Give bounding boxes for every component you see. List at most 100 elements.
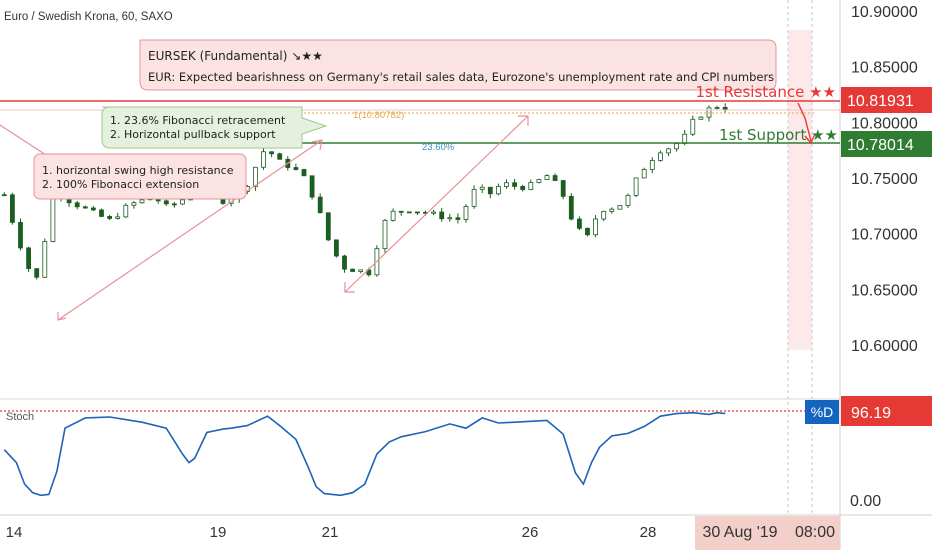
candle-body (9, 194, 15, 223)
forecast-arrowhead (804, 133, 816, 145)
swing-box-line1: 1. horizontal swing high resistance (42, 164, 234, 177)
price-axis-tick-6: 10.60000 (851, 338, 918, 355)
d-badge (805, 400, 839, 424)
candle-body (293, 167, 299, 170)
candle-body (585, 227, 590, 236)
fib-box-line1: 1. 23.6% Fibonacci retracement (110, 114, 286, 127)
stoch-axis-tick-0: 0.00 (850, 493, 881, 510)
arrowhead-right-top (518, 115, 529, 126)
candle-body (593, 218, 598, 236)
candle-body (50, 196, 56, 242)
swing-box-pointer (0, 124, 47, 156)
candle-body (123, 204, 129, 218)
candle-body (99, 209, 104, 217)
candle-body (277, 153, 283, 160)
arrowhead-right-bottom (344, 282, 355, 293)
candle-body (455, 217, 461, 220)
candle-body (536, 179, 542, 183)
candle-body (309, 175, 315, 198)
stoch-value: 96.19 (851, 405, 891, 422)
candle-body (431, 211, 437, 214)
fib-extension-label: 1(10.80782) (353, 110, 404, 121)
candle-body (447, 217, 453, 220)
candle-body (269, 151, 275, 155)
support-price-value: 10.78014 (847, 137, 914, 154)
time-axis-tick-5: 30 Aug '19 (702, 524, 777, 541)
candle-body (520, 186, 526, 190)
candle-body (325, 212, 331, 241)
price-axis-tick-5: 10.65000 (851, 282, 918, 299)
fundamental-box[interactable]: EURSEK (Fundamental) ↘★★ EUR: Expected b… (139, 39, 777, 91)
candle-body (552, 175, 558, 181)
time-axis-tick-6: 08:00 (795, 524, 835, 541)
forecast-zone (788, 30, 812, 350)
date-highlight-box (695, 516, 788, 550)
stoch-value-tag (841, 396, 932, 426)
candle-body (658, 152, 663, 161)
resistance-price-tag (841, 87, 932, 113)
arrow-left-diagonal (57, 139, 323, 321)
swing-box-line2: 2. 100% Fibonacci extension (42, 178, 199, 191)
candle-body (398, 210, 404, 213)
candle-body (504, 182, 509, 187)
candle-body (180, 199, 185, 205)
candle-body (560, 180, 566, 197)
arrowhead-left-top (311, 139, 323, 151)
candle-body (714, 107, 720, 109)
candle-body (34, 268, 40, 278)
candle-body (261, 151, 266, 168)
candle-body (414, 211, 420, 214)
candle-body (115, 216, 121, 219)
time-axis-tick-1: 19 (210, 524, 227, 541)
fib-retracement-label: 23.60% (422, 142, 455, 153)
swing-box[interactable]: 1. horizontal swing high resistance 2. 1… (33, 153, 247, 200)
candle-body (382, 219, 388, 250)
fib-box-bg (101, 106, 328, 149)
candle-body (487, 186, 493, 195)
fib-box-line2: 2. Horizontal pullback support (110, 128, 276, 141)
candle-body (358, 269, 364, 272)
candle-body (682, 133, 688, 144)
candle-body (26, 247, 32, 270)
candle-body (350, 268, 356, 272)
fundamental-title: EURSEK (Fundamental) ↘★★ (148, 49, 323, 63)
candle-body (252, 166, 258, 187)
arrowhead-left-bottom (57, 312, 67, 321)
candle-body (463, 205, 469, 220)
candle-body (577, 218, 582, 229)
fib-arrows (0, 115, 529, 321)
symbol-title: Euro / Swedish Krona, 60, SAXO (4, 11, 173, 23)
candle-body (690, 118, 696, 135)
candle-body (495, 186, 501, 195)
candle-body (18, 221, 23, 249)
price-axis[interactable]: 10.90000 10.85000 10.80000 10.75000 10.70000… (851, 4, 918, 355)
candle-body (107, 216, 112, 219)
candle-body (82, 206, 88, 209)
candle-body (674, 143, 679, 150)
candle-body (171, 203, 177, 206)
candle-body (617, 205, 623, 210)
candle-body (568, 195, 574, 220)
price-axis-tick-3: 10.75000 (851, 171, 918, 188)
arrow-right-diagonal (344, 115, 529, 293)
time-axis-tick-2: 21 (322, 524, 339, 541)
time-axis-tick-0: 14 (6, 524, 23, 541)
candle-body (601, 210, 607, 220)
fib-box[interactable]: 1. 23.6% Fibonacci retracement 2. Horizo… (101, 106, 328, 149)
price-axis-tick-2: 10.80000 (851, 115, 918, 132)
resistance-price-value: 10.81931 (847, 93, 914, 110)
candle-body (512, 182, 517, 187)
stoch-legend: Stoch (6, 411, 34, 423)
candle-body (609, 208, 615, 212)
candle-body (666, 148, 671, 154)
candle-body (317, 196, 323, 214)
candle-body (74, 202, 80, 208)
candle-body (479, 186, 485, 190)
candle-body (625, 194, 631, 206)
d-badge-label: %D (811, 404, 834, 420)
time-axis[interactable]: 14 19 21 26 28 30 Aug '19 08:00 (6, 524, 835, 541)
swing-box-bg (33, 153, 247, 200)
fundamental-box-bg (139, 39, 777, 91)
